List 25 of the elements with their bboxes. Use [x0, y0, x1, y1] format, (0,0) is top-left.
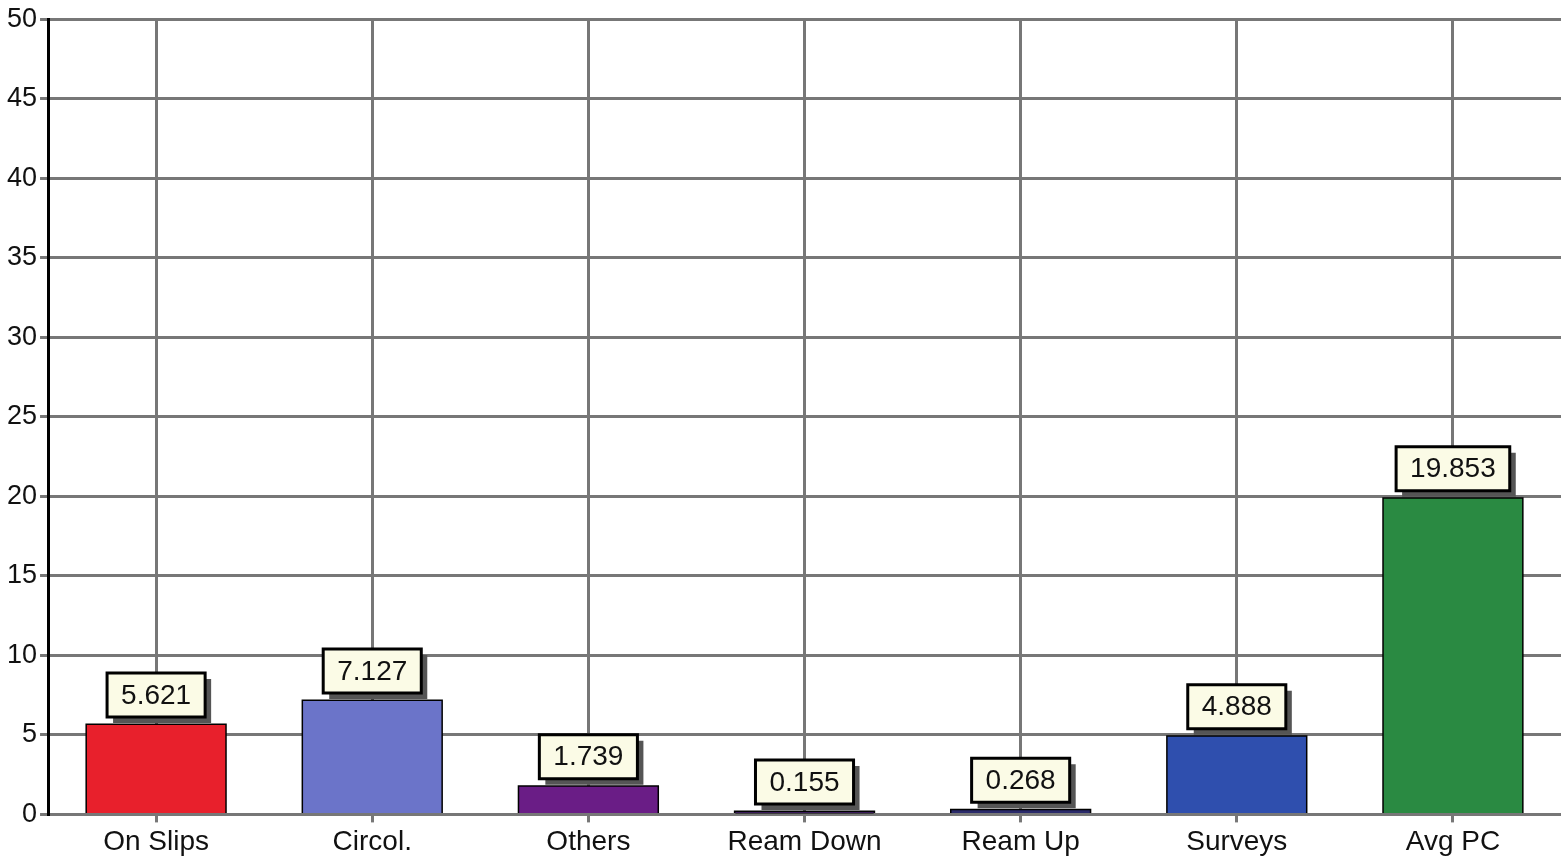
y-tick-label: 30 [6, 320, 38, 351]
data-label: 5.621 [121, 678, 192, 710]
y-tick-label: 0 [22, 797, 38, 828]
y-tick-label: 50 [6, 2, 38, 33]
data-label: 1.739 [553, 740, 624, 772]
data-label: 19.853 [1410, 452, 1496, 484]
x-tick-label: Surveys [1186, 824, 1288, 856]
y-tick-label: 15 [6, 559, 38, 590]
x-tick-label: On Slips [103, 824, 210, 856]
y-tick-label: 45 [6, 82, 38, 113]
data-label: 0.155 [769, 765, 840, 797]
data-label: 4.888 [1201, 690, 1272, 722]
y-tick-label: 40 [6, 161, 38, 192]
y-tick-label: 25 [6, 400, 38, 431]
y-tick-label: 10 [6, 638, 38, 669]
y-tick-label: 20 [6, 479, 38, 510]
x-tick-label: Ream Down [727, 824, 882, 856]
x-tick-label: Ream Up [961, 824, 1080, 856]
x-tick-label: Circol. [332, 824, 412, 856]
data-label: 7.127 [337, 654, 408, 686]
data-label: 0.268 [985, 763, 1056, 795]
y-tick-label: 5 [22, 718, 38, 749]
y-tick-label: 35 [6, 241, 38, 272]
x-tick-label: Others [546, 824, 631, 856]
x-tick-label: Avg PC [1405, 824, 1501, 856]
